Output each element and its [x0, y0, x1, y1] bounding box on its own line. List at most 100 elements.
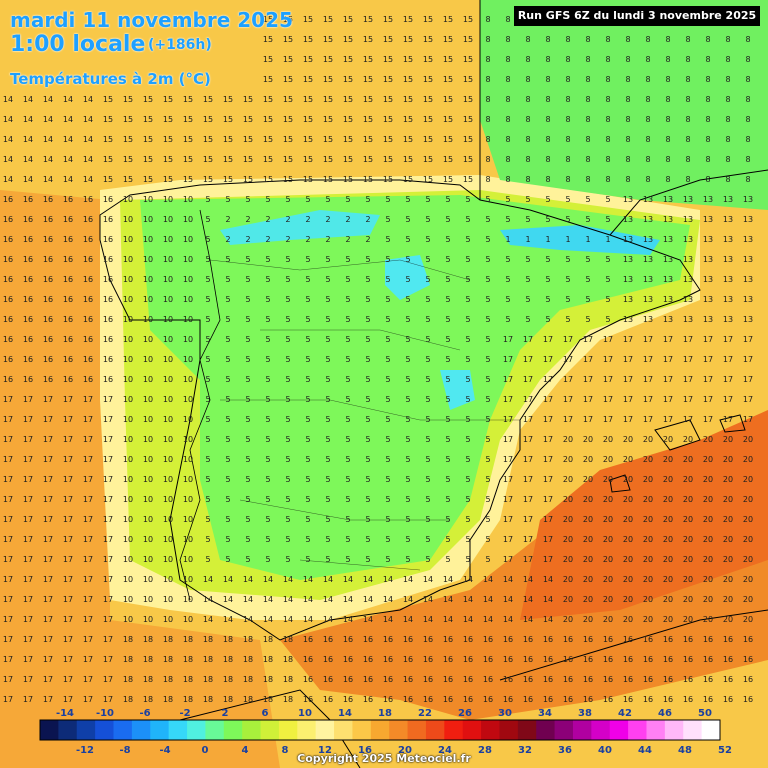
temperature-value: 5: [405, 415, 410, 424]
temperature-value: 5: [405, 495, 410, 504]
temperature-value: 10: [163, 295, 173, 304]
temperature-value: 10: [123, 475, 133, 484]
temperature-value: 8: [725, 175, 730, 184]
temperature-value: 20: [683, 515, 693, 524]
temperature-value: 5: [325, 415, 330, 424]
temperature-value: 15: [383, 15, 393, 24]
temperature-value: 16: [3, 235, 13, 244]
legend-swatch: [462, 720, 482, 740]
temperature-value: 5: [245, 535, 250, 544]
temperature-value: 8: [565, 95, 570, 104]
temperature-value: 5: [325, 335, 330, 344]
temperature-value: 5: [465, 435, 470, 444]
temperature-value: 8: [625, 175, 630, 184]
temperature-value: 20: [703, 475, 713, 484]
temperature-value: 13: [703, 255, 713, 264]
temperature-value: 15: [463, 35, 473, 44]
temperature-value: 17: [83, 495, 93, 504]
temperature-value: 5: [285, 195, 290, 204]
temperature-value: 17: [503, 495, 513, 504]
temperature-value: 17: [63, 655, 73, 664]
temperature-value: 16: [23, 195, 33, 204]
temperature-value: 5: [305, 555, 310, 564]
temperature-value: 15: [103, 135, 113, 144]
temperature-value: 16: [523, 695, 533, 704]
temperature-value: 13: [743, 215, 753, 224]
temperature-value: 15: [243, 175, 253, 184]
temperature-value: 14: [523, 595, 533, 604]
temperature-value: 15: [243, 95, 253, 104]
temperature-value: 8: [745, 155, 750, 164]
temperature-value: 5: [465, 215, 470, 224]
temperature-value: 16: [643, 675, 653, 684]
temperature-value: 5: [285, 435, 290, 444]
temperature-value: 5: [265, 495, 270, 504]
temperature-value: 10: [163, 335, 173, 344]
temperature-value: 16: [3, 255, 13, 264]
temperature-value: 5: [365, 375, 370, 384]
temperature-value: 5: [465, 555, 470, 564]
temperature-value: 5: [365, 515, 370, 524]
temperature-value: 16: [723, 695, 733, 704]
temperature-value: 5: [305, 415, 310, 424]
warm-zone-mediterranean: [520, 410, 768, 620]
temperature-value: 17: [23, 455, 33, 464]
temperature-value: 16: [503, 655, 513, 664]
temperature-value: 17: [103, 515, 113, 524]
temperature-value: 5: [225, 415, 230, 424]
temperature-value: 10: [143, 495, 153, 504]
temperature-value: 10: [183, 235, 193, 244]
temperature-value: 5: [465, 375, 470, 384]
legend-upper-label: 22: [418, 708, 432, 719]
temperature-value: 13: [723, 215, 733, 224]
temperature-value: 20: [563, 615, 573, 624]
temperature-value: 18: [283, 695, 293, 704]
temperature-value: 8: [525, 135, 530, 144]
temperature-value: 17: [43, 495, 53, 504]
temperature-value: 5: [545, 275, 550, 284]
temperature-value: 8: [585, 115, 590, 124]
temperature-value: 17: [503, 435, 513, 444]
temperature-value: 17: [743, 355, 753, 364]
temperature-value: 8: [705, 115, 710, 124]
temperature-value: 20: [703, 555, 713, 564]
temperature-value: 5: [225, 395, 230, 404]
temperature-value: 20: [723, 455, 733, 464]
legend-swatch: [297, 720, 317, 740]
temperature-value: 15: [283, 155, 293, 164]
temperature-value: 5: [285, 415, 290, 424]
temperature-value: 5: [485, 275, 490, 284]
temperature-value: 20: [583, 495, 593, 504]
temperature-value: 18: [263, 635, 273, 644]
temperature-value: 20: [723, 495, 733, 504]
temperature-value: 15: [163, 95, 173, 104]
temperature-value: 18: [123, 695, 133, 704]
temperature-value: 16: [383, 655, 393, 664]
temperature-value: 5: [605, 275, 610, 284]
temperature-value: 16: [343, 695, 353, 704]
temperature-value: 5: [205, 215, 210, 224]
temperature-value: 5: [445, 335, 450, 344]
temperature-value: 10: [183, 315, 193, 324]
temperature-value: 10: [143, 535, 153, 544]
temperature-value: 5: [245, 415, 250, 424]
temperature-value: 15: [123, 135, 133, 144]
temperature-value: 5: [485, 555, 490, 564]
temperature-value: 14: [503, 575, 513, 584]
temperature-value: 17: [43, 455, 53, 464]
temperature-value: 5: [485, 335, 490, 344]
temperature-value: 5: [445, 475, 450, 484]
temperature-value: 17: [543, 415, 553, 424]
temperature-value: 5: [325, 275, 330, 284]
temperature-value: 17: [43, 515, 53, 524]
temperature-value: 16: [43, 255, 53, 264]
temperature-value: 17: [103, 555, 113, 564]
temperature-value: 15: [363, 175, 373, 184]
temperature-value: 15: [403, 95, 413, 104]
temperature-value: 15: [263, 35, 273, 44]
temperature-value: 17: [503, 455, 513, 464]
temperature-value: 15: [283, 95, 293, 104]
temperature-value: 16: [463, 675, 473, 684]
temperature-value: 14: [303, 615, 313, 624]
